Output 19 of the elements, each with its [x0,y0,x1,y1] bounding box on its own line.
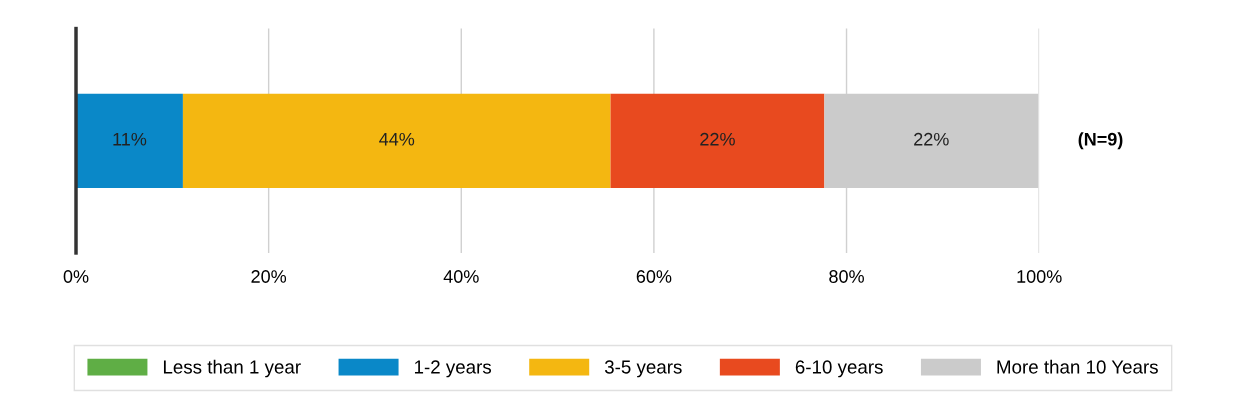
data-label: 22% [700,132,735,146]
data-label: 44% [379,132,415,146]
data-label: 11% [113,132,147,146]
x-tick-label: 100% [1017,270,1062,283]
legend-label: 6-10 years [795,360,883,378]
legend-label: More than 10 Years [997,359,1158,374]
data-label: 22% [914,132,949,146]
x-tick-label: 80% [829,270,864,283]
text: (N=9) [1078,132,1123,150]
bar [610,93,825,188]
legend-label: Less than 1 year [163,359,301,378]
x-tick-label: 0% [63,270,89,283]
x-tick-label: 60% [636,270,672,283]
bar [76,93,183,188]
bar [182,93,611,188]
legend-label: 3-5 years [604,360,682,378]
legend-label: 1-2 years [414,360,492,378]
x-tick-label: 40% [443,270,479,283]
x-tick-label: 20% [251,270,287,283]
